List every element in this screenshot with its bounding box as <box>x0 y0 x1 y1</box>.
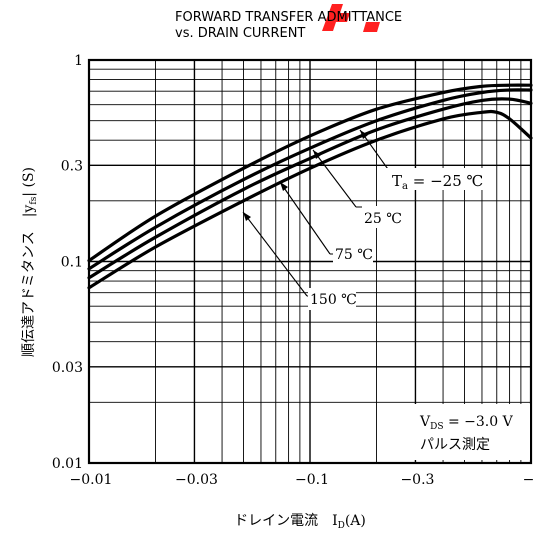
label-75: 75 ℃ <box>335 247 373 263</box>
y-tick-label: 0.03 <box>52 360 83 376</box>
label-ta: Ta = −25 ℃ <box>392 172 483 192</box>
x-tick-label: −0.1 <box>295 472 329 488</box>
x-tick-label: −0.3 <box>400 472 434 488</box>
watermark-mark <box>322 4 380 32</box>
x-tick-label: −0.03 <box>175 472 218 488</box>
leader-150 <box>242 211 308 297</box>
arrowhead-150 <box>243 212 251 221</box>
conditions-vds: VDS = −3.0 V <box>419 414 514 432</box>
conditions-pulse: パルス測定 <box>420 437 490 453</box>
y-tick-label: 0.1 <box>61 255 83 271</box>
conditions-box <box>412 404 530 460</box>
x-tick-labels: −0.01 −0.03 −0.1 −0.3 −1 <box>70 472 536 488</box>
y-tick-label: 0.3 <box>61 158 83 174</box>
label-75-bg <box>333 243 373 265</box>
arrowhead-75 <box>280 182 288 191</box>
leader-25 <box>312 149 357 208</box>
series-line-0 <box>87 83 533 263</box>
label-150-bg <box>308 288 356 310</box>
chart-subtitle: vs. DRAIN CURRENT <box>175 26 305 41</box>
series-line-1 <box>87 88 533 271</box>
series-line-3 <box>87 109 533 290</box>
leader-75 <box>279 181 331 255</box>
y-tick-label: 0.01 <box>52 456 83 472</box>
y-axis-label: 順伝達アドミタンス |yfs| (S) <box>21 167 39 357</box>
x-tick-label: −1 <box>523 472 536 488</box>
grid <box>88 59 532 464</box>
label-ta-bg <box>385 168 483 190</box>
label-25-bg <box>362 206 402 228</box>
label-150: 150 ℃ <box>310 292 357 308</box>
series-lines <box>87 83 533 290</box>
chart-title: FORWARD TRANSFER ADMITTANCE <box>175 10 402 25</box>
annotation-arrowheads <box>243 130 368 221</box>
y-tick-label: 1 <box>74 53 83 69</box>
y-tick-labels: 0.01 0.03 0.1 0.3 1 <box>52 53 83 472</box>
label-25: 25 ℃ <box>364 211 402 227</box>
arrowhead-ta <box>360 130 368 139</box>
arrowhead-25 <box>313 150 321 159</box>
x-axis-label: ドレイン電流 ID(A) <box>234 513 366 531</box>
x-tick-label: −0.01 <box>70 472 113 488</box>
